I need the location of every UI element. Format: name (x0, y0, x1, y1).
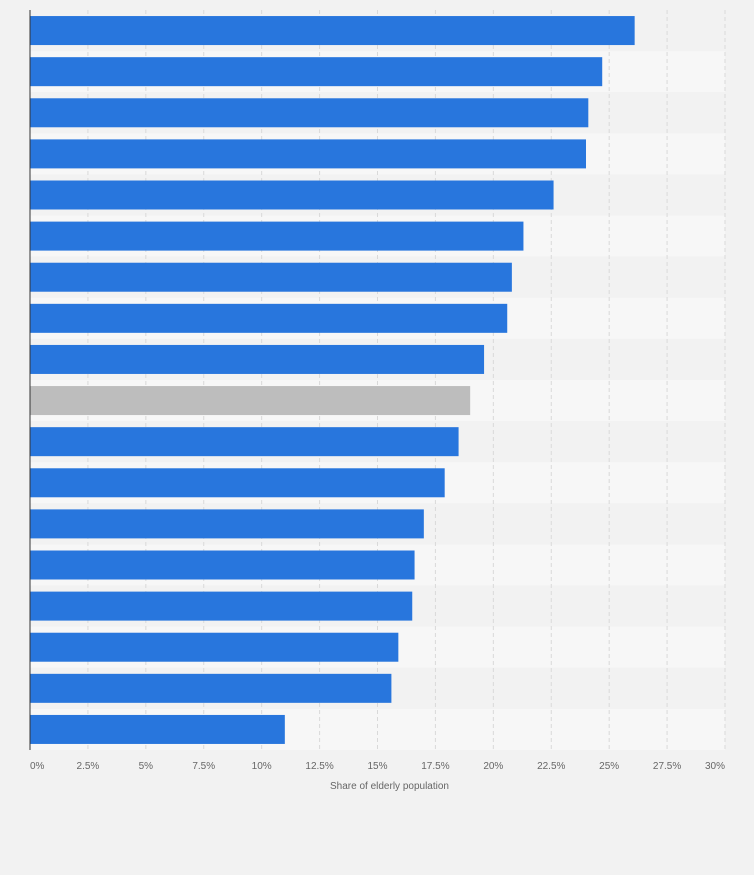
bar (30, 57, 603, 87)
bar (30, 714, 285, 744)
bar (30, 468, 445, 498)
x-tick-label: 30% (705, 761, 725, 772)
x-tick-label: 0% (30, 761, 45, 772)
bar-highlight (30, 386, 471, 416)
bar (30, 673, 392, 703)
bar (30, 591, 413, 621)
bar (30, 427, 459, 457)
bar (30, 632, 399, 662)
x-tick-label: 15% (367, 761, 387, 772)
x-axis-ticks: 0% 2.5% 5% 7.5% 10% 12.5% 15% 17.5% 20% 22.5% 25% 2… (30, 761, 725, 772)
bar (30, 262, 512, 292)
bar (30, 221, 524, 251)
x-tick-label: 22.5% (537, 761, 565, 772)
x-tick-label: 12.5% (305, 761, 333, 772)
x-tick-label: 2.5% (77, 761, 100, 772)
bar (30, 344, 485, 374)
bar (30, 550, 415, 580)
bar (30, 509, 424, 539)
x-tick-label: 7.5% (192, 761, 215, 772)
bar (30, 98, 589, 128)
bar (30, 16, 635, 46)
bar (30, 139, 586, 169)
grid-lines (87, 10, 726, 750)
x-tick-label: 17.5% (421, 761, 449, 772)
x-tick-label: 20% (483, 761, 503, 772)
bar (30, 303, 508, 333)
bars (30, 16, 635, 744)
x-tick-label: 27.5% (653, 761, 681, 772)
bar (30, 180, 554, 210)
x-axis-title: Share of elderly population (330, 781, 449, 792)
x-tick-label: 10% (252, 761, 272, 772)
x-tick-label: 25% (599, 761, 619, 772)
x-tick-label: 5% (139, 761, 154, 772)
